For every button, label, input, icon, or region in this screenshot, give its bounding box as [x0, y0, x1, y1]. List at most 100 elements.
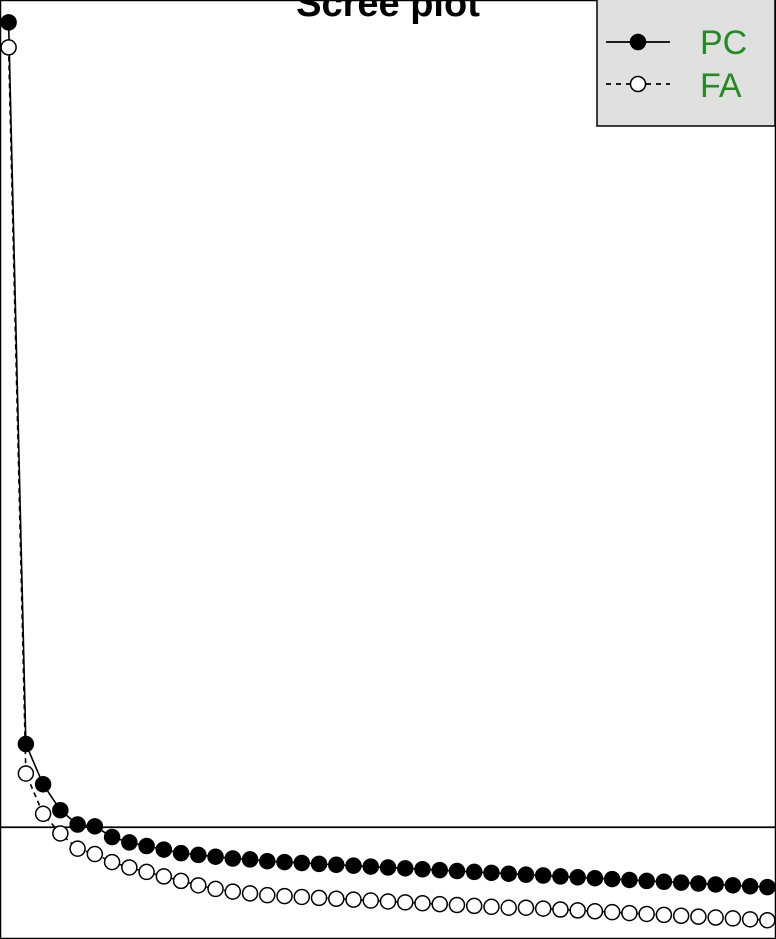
data-point-pc-21 [345, 857, 362, 874]
data-point-fa-7 [103, 853, 121, 871]
data-point-pc-31 [517, 866, 535, 883]
data-point-fa-21 [345, 891, 362, 908]
data-point-fa-9 [138, 863, 155, 881]
data-point-fa-45 [759, 911, 776, 929]
series-line-fa [7, 47, 768, 922]
series-line-pc [7, 22, 768, 888]
data-point-fa-17 [276, 887, 293, 905]
data-point-pc-25 [414, 860, 431, 878]
data-point-fa-37 [621, 904, 638, 922]
data-point-pc-11 [172, 844, 190, 862]
data-point-fa-12 [190, 877, 207, 894]
data-point-fa-43 [724, 910, 742, 927]
data-point-pc-43 [724, 877, 742, 894]
data-point-fa-24 [396, 894, 414, 911]
data-point-fa-8 [121, 859, 138, 876]
data-point-fa-42 [707, 909, 724, 926]
data-point-fa-13 [207, 880, 224, 898]
data-point-fa-26 [431, 895, 448, 913]
data-point-pc-42 [707, 876, 724, 893]
data-point-pc-5 [69, 816, 86, 833]
legend-fa-marker [629, 75, 647, 93]
legend-label-fa: FA [700, 67, 742, 105]
data-point-fa-30 [500, 899, 517, 916]
data-point-pc-34 [569, 869, 586, 886]
data-point-fa-34 [569, 902, 586, 919]
data-point-pc-32 [534, 867, 552, 884]
data-point-fa-18 [293, 888, 311, 906]
data-point-pc-38 [638, 872, 655, 890]
data-point-pc-27 [448, 862, 466, 880]
data-point-pc-40 [672, 874, 690, 891]
data-point-fa-4 [52, 825, 69, 842]
data-point-pc-6 [86, 818, 104, 835]
data-point-pc-35 [586, 869, 604, 887]
data-point-pc-29 [483, 864, 500, 882]
series-layer [0, 14, 776, 929]
data-point-fa-23 [379, 893, 397, 910]
data-point-pc-33 [552, 868, 569, 885]
data-point-pc-44 [741, 877, 759, 895]
data-point-fa-16 [259, 886, 276, 904]
data-point-fa-20 [328, 890, 345, 908]
data-point-pc-20 [328, 856, 345, 874]
data-point-fa-33 [552, 901, 569, 918]
data-point-fa-39 [655, 906, 673, 924]
data-point-fa-44 [741, 911, 759, 928]
data-point-fa-38 [638, 905, 655, 923]
data-point-pc-4 [52, 801, 69, 819]
data-point-pc-18 [293, 854, 311, 872]
data-point-fa-14 [224, 883, 242, 900]
data-point-pc-26 [431, 861, 448, 879]
data-point-pc-17 [276, 853, 293, 871]
data-point-pc-14 [224, 850, 242, 867]
data-point-fa-31 [517, 899, 535, 916]
chart-title: Scree plot [296, 0, 480, 25]
data-point-pc-30 [500, 865, 517, 882]
data-point-fa-35 [586, 903, 604, 920]
data-point-pc-41 [690, 875, 707, 892]
data-point-pc-13 [207, 848, 224, 865]
data-point-fa-27 [448, 896, 466, 914]
data-point-pc-9 [138, 837, 155, 855]
data-point-fa-28 [465, 897, 483, 915]
data-point-pc-24 [396, 860, 414, 877]
data-point-pc-16 [259, 852, 276, 870]
data-point-fa-5 [69, 840, 86, 857]
data-point-fa-6 [86, 845, 104, 863]
data-point-pc-7 [103, 828, 121, 846]
data-point-pc-36 [603, 870, 621, 888]
data-point-fa-40 [672, 907, 690, 924]
data-point-pc-23 [379, 859, 397, 876]
data-point-fa-32 [534, 900, 552, 917]
legend-pc-marker [629, 33, 647, 51]
data-point-pc-28 [465, 863, 483, 881]
data-point-fa-15 [241, 885, 259, 902]
data-point-pc-10 [155, 841, 173, 858]
data-point-pc-15 [241, 851, 259, 868]
data-point-pc-8 [121, 834, 138, 851]
data-point-pc-37 [621, 871, 638, 889]
data-point-pc-12 [190, 846, 207, 864]
data-point-fa-29 [483, 898, 500, 916]
legend: PC FA [596, 0, 776, 127]
data-point-fa-41 [690, 908, 707, 925]
data-point-fa-3 [34, 805, 52, 823]
legend-label-pc: PC [700, 24, 747, 62]
data-point-pc-1 [0, 14, 17, 31]
data-point-fa-25 [414, 894, 431, 912]
data-point-fa-10 [155, 868, 173, 885]
data-point-fa-11 [172, 872, 190, 890]
data-point-pc-22 [362, 858, 380, 875]
data-point-pc-19 [310, 855, 328, 873]
data-point-pc-39 [655, 873, 673, 891]
data-point-fa-1 [0, 39, 17, 56]
data-point-fa-2 [17, 765, 35, 782]
data-point-pc-3 [34, 776, 52, 793]
data-point-fa-36 [603, 903, 621, 921]
legend-background [596, 0, 776, 127]
data-point-fa-22 [362, 892, 380, 909]
data-point-fa-19 [310, 889, 328, 907]
